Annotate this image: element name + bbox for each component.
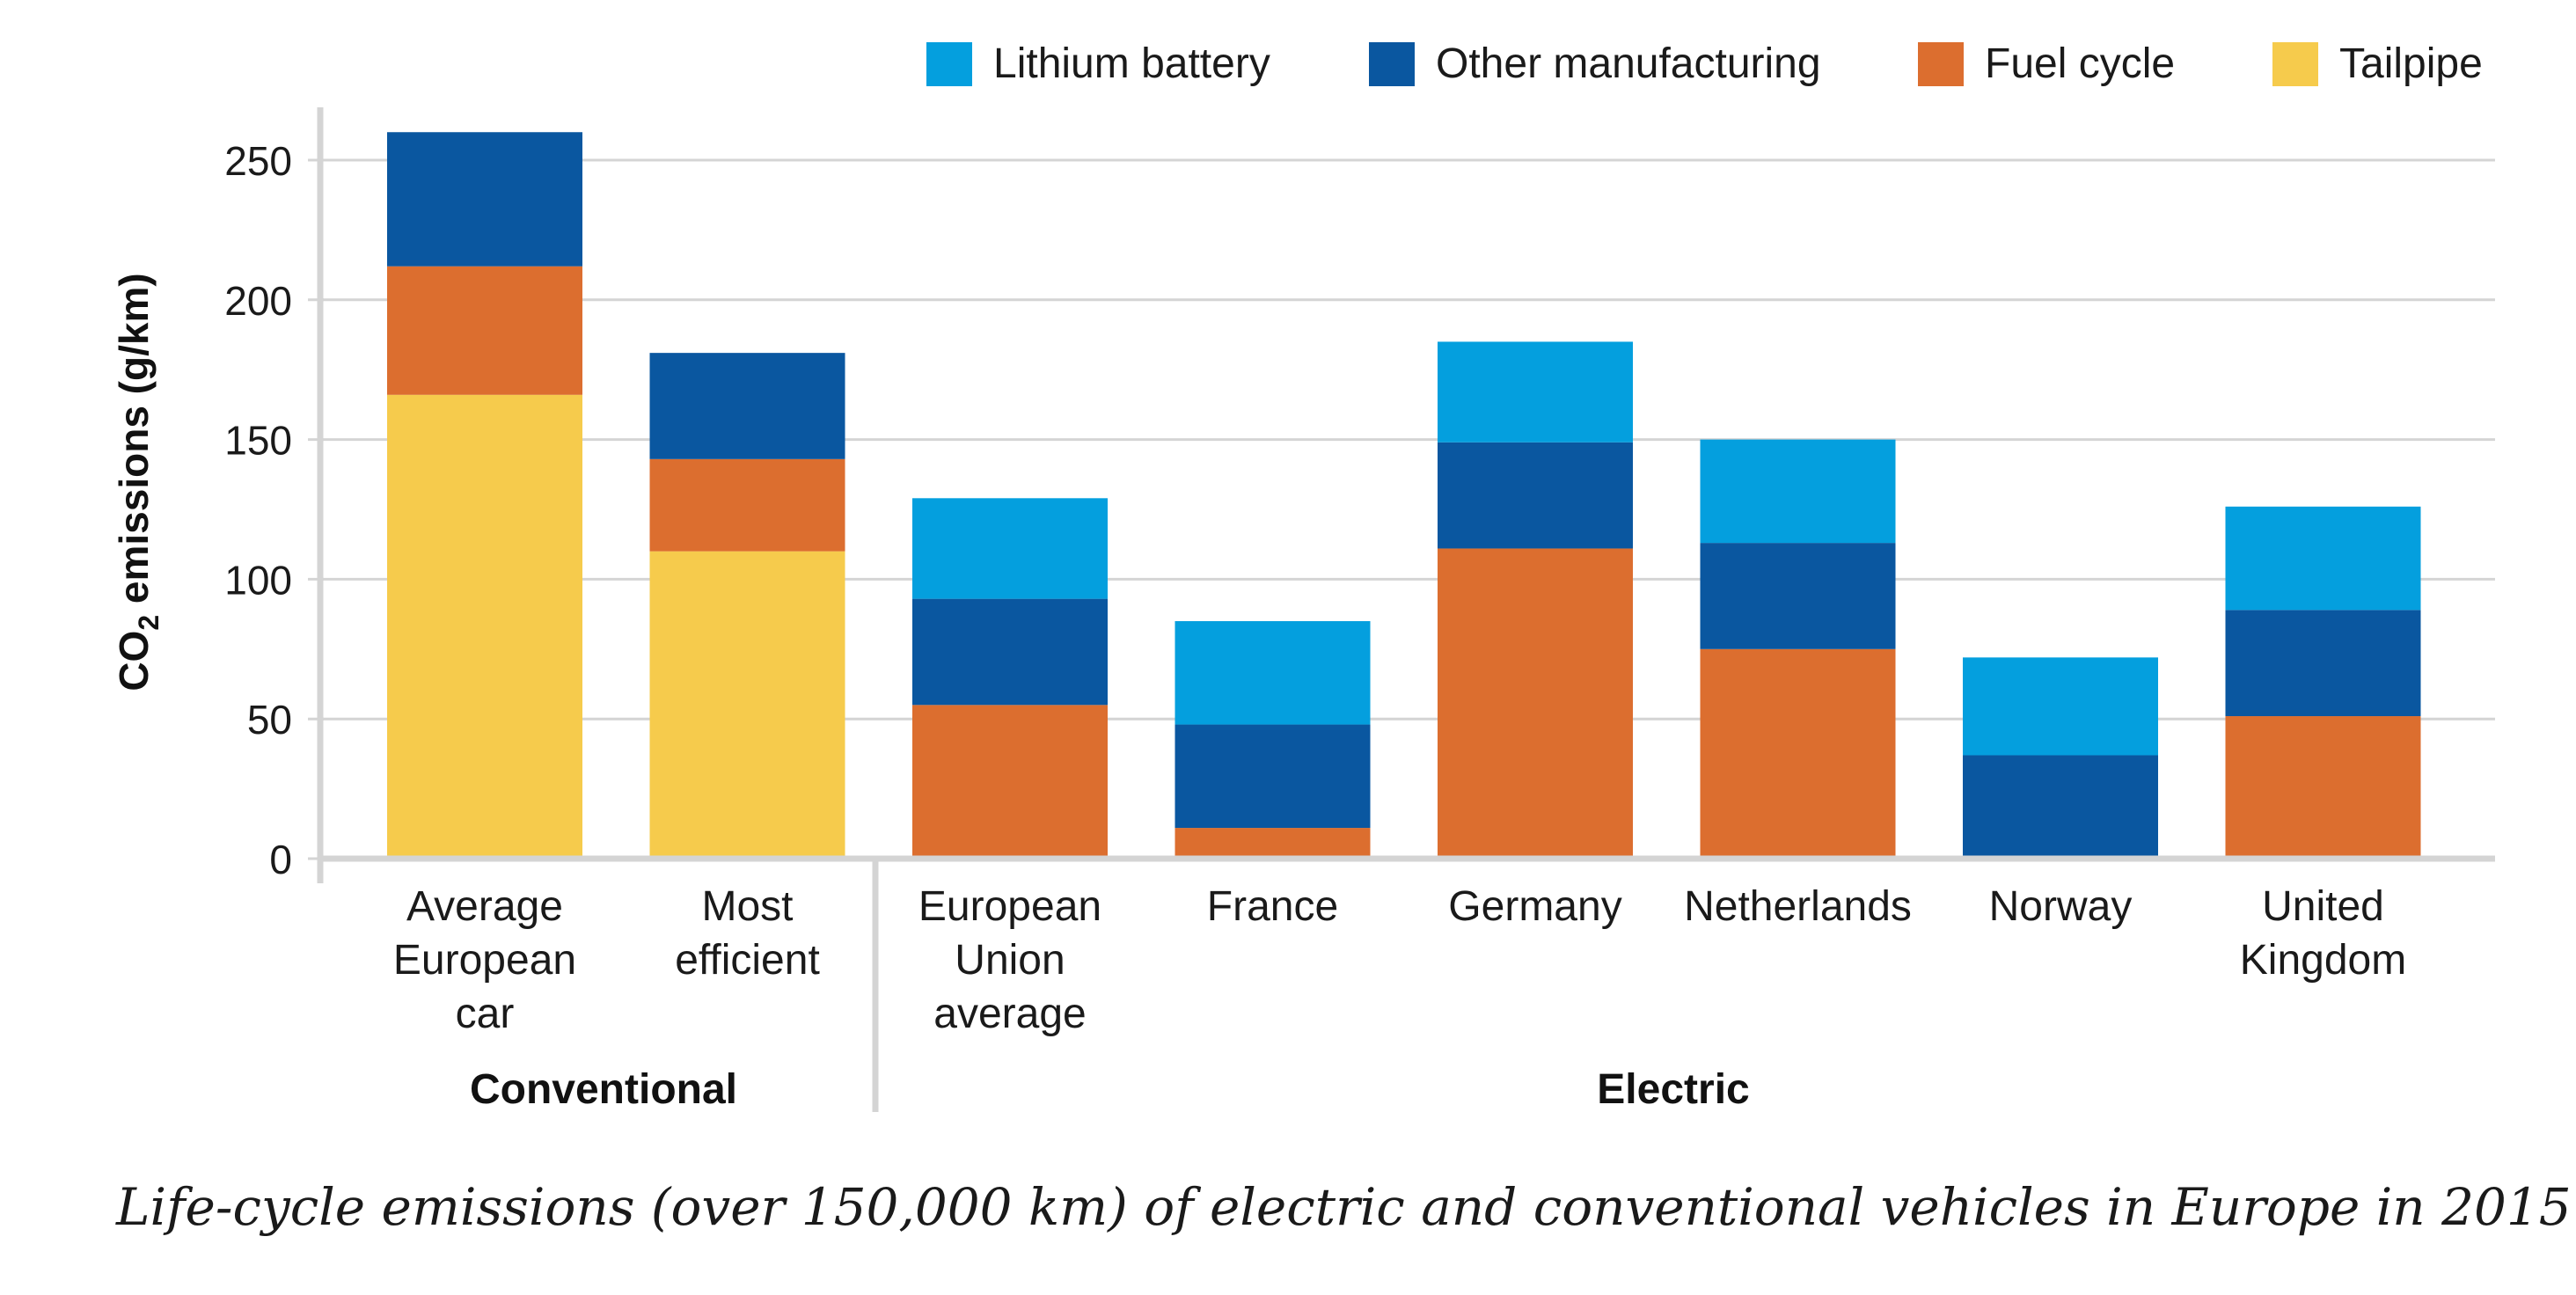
- x-label-0: Average European car: [393, 883, 576, 1037]
- x-label-5: Netherlands: [1684, 883, 1912, 930]
- y-tick-label-100: 100: [224, 557, 292, 603]
- bar-1-tailpipe: [649, 551, 845, 859]
- bar-3-other-manufacturing: [1175, 724, 1371, 829]
- x-label-7: United Kingdom: [2240, 883, 2406, 984]
- bar-1-other-manufacturing: [649, 353, 845, 459]
- category-group-labels: Conventional Electric: [470, 1066, 1750, 1113]
- x-label-2: European Union average: [918, 883, 1101, 1037]
- bar-3-fuel-cycle: [1175, 828, 1371, 859]
- bar-4-fuel-cycle: [1438, 548, 1633, 859]
- x-label-6: Norway: [1989, 883, 2133, 930]
- legend-label-0: Lithium battery: [993, 40, 1270, 87]
- bar-4-lithium-battery: [1438, 341, 1633, 443]
- group-label-1: Electric: [1597, 1066, 1749, 1113]
- legend: Lithium battery Other manufacturing Fuel c…: [926, 40, 2483, 87]
- x-label-3: France: [1207, 883, 1338, 930]
- bar-7-lithium-battery: [2225, 506, 2421, 611]
- legend-swatch-2: [1918, 42, 1964, 86]
- figure-caption: Life-cycle emissions (over 150,000 km) o…: [116, 1177, 2576, 1237]
- bar-5-lithium-battery: [1700, 439, 1896, 544]
- bar-6-other-manufacturing: [1963, 755, 2158, 859]
- gridlines: [320, 158, 2495, 721]
- legend-swatch-1: [1369, 42, 1415, 86]
- legend-swatch-3: [2272, 42, 2318, 86]
- bar-2-lithium-battery: [912, 498, 1108, 599]
- bar-6-lithium-battery: [1963, 657, 2158, 756]
- bar-0-tailpipe: [387, 394, 582, 859]
- bar-4-other-manufacturing: [1438, 442, 1633, 549]
- y-tick-label-0: 0: [269, 837, 292, 882]
- bar-1-fuel-cycle: [649, 458, 845, 552]
- y-tick-label-150: 150: [224, 418, 292, 464]
- y-tick-label-250: 250: [224, 138, 292, 184]
- y-tick-label-200: 200: [224, 278, 292, 324]
- bar-3-lithium-battery: [1175, 621, 1371, 725]
- bar-2-other-manufacturing: [912, 598, 1108, 706]
- y-tick-labels: 0 50 100 150 200 250: [224, 138, 292, 882]
- y-axis-label: CO2 emissions (g/km): [111, 273, 165, 691]
- bar-5-fuel-cycle: [1700, 648, 1896, 859]
- bar-7-other-manufacturing: [2225, 610, 2421, 717]
- bar-0-other-manufacturing: [387, 132, 582, 267]
- bars: [387, 132, 2421, 859]
- bar-5-other-manufacturing: [1700, 543, 1896, 649]
- axes: [308, 107, 2495, 1112]
- bar-7-fuel-cycle: [2225, 716, 2421, 859]
- x-category-labels: Average European car Most efficient European U…: [393, 883, 2406, 1037]
- y-tick-label-50: 50: [247, 697, 292, 743]
- bar-0-fuel-cycle: [387, 266, 582, 395]
- legend-label-1: Other manufacturing: [1436, 40, 1821, 87]
- legend-swatch-0: [926, 42, 972, 86]
- x-label-1: Most efficient: [675, 883, 820, 984]
- legend-label-2: Fuel cycle: [1985, 40, 2175, 87]
- legend-label-3: Tailpipe: [2339, 40, 2483, 87]
- group-label-0: Conventional: [470, 1066, 737, 1113]
- x-label-4: Germany: [1448, 883, 1621, 930]
- y-axis-label-text: CO2 emissions (g/km): [111, 273, 165, 691]
- bar-2-fuel-cycle: [912, 705, 1108, 859]
